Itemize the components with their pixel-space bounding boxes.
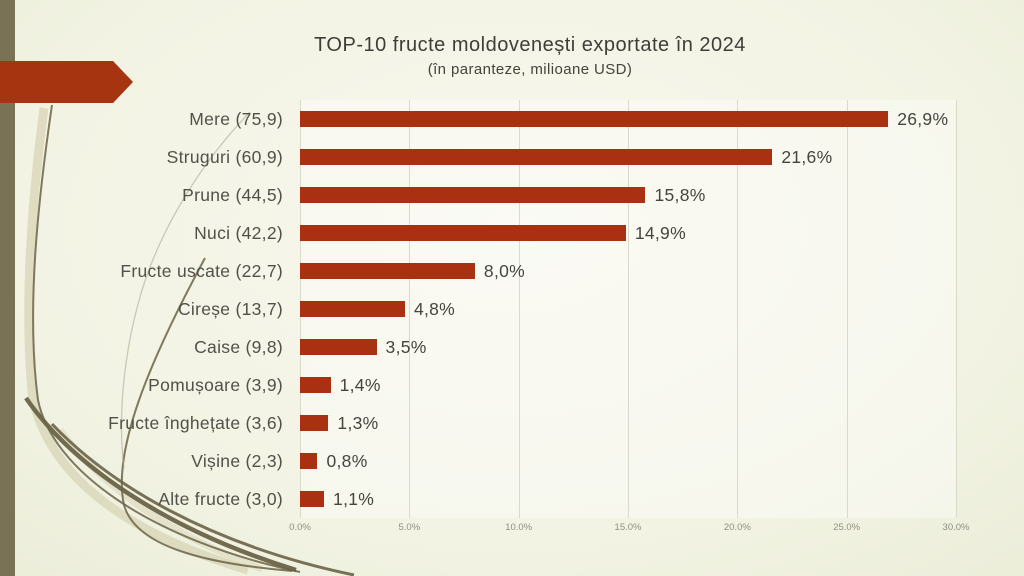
bar-row: Vișine (2,3) 0,8% bbox=[0, 442, 990, 480]
category-label: Alte fructe (3,0) bbox=[158, 488, 283, 509]
gridline bbox=[409, 100, 411, 518]
bar-track: 3,5% bbox=[300, 328, 990, 366]
bar-row: Fructe înghețate (3,6) 1,3% bbox=[0, 404, 990, 442]
category-label: Vișine (2,3) bbox=[191, 450, 283, 471]
bar-track: 14,9% bbox=[300, 214, 990, 252]
gridline bbox=[628, 100, 629, 518]
x-axis-tick-label: 30.0% bbox=[942, 522, 970, 533]
value-label: 1,4% bbox=[339, 374, 381, 395]
category-label: Nuci (42,2) bbox=[194, 222, 283, 243]
value-label: 4,8% bbox=[413, 298, 456, 319]
bar bbox=[300, 339, 377, 355]
bar bbox=[300, 111, 889, 127]
bar-row: Pomușoare (3,9) 1,4% bbox=[0, 366, 990, 404]
gridline bbox=[956, 100, 957, 518]
bar-row: Cireșe (13,7) 4,8% bbox=[0, 290, 990, 328]
bar-row: Mere (75,9) 26,9% bbox=[0, 100, 990, 138]
left-accent-band bbox=[0, 0, 15, 576]
gridline bbox=[518, 100, 520, 518]
bar-track: 21,6% bbox=[300, 138, 990, 176]
bar-row: Fructe uscate (22,7) 8,0% bbox=[0, 252, 990, 290]
category-label: Struguri (60,9) bbox=[166, 146, 283, 167]
x-axis-tick-label: 10.0% bbox=[505, 522, 533, 533]
bar-track: 0,8% bbox=[300, 442, 990, 480]
value-label: 3,5% bbox=[385, 336, 427, 357]
value-label: 0,8% bbox=[326, 450, 368, 471]
bar bbox=[300, 149, 773, 165]
bar-row: Nuci (42,2) 14,9% bbox=[0, 214, 990, 252]
category-label: Caise (9,8) bbox=[194, 336, 283, 357]
bar-track: 26,9% bbox=[300, 100, 990, 138]
bar-track: 1,3% bbox=[300, 404, 990, 442]
value-label: 15,8% bbox=[654, 184, 706, 205]
plot-area bbox=[300, 100, 957, 518]
bar bbox=[300, 225, 626, 241]
category-label: Mere (75,9) bbox=[189, 108, 283, 129]
x-axis-tick-label: 20.0% bbox=[723, 522, 751, 533]
bar-row: Alte fructe (3,0) 1,1% bbox=[0, 480, 990, 518]
x-axis-tick-label: 25.0% bbox=[833, 522, 861, 533]
value-label: 1,1% bbox=[333, 488, 375, 509]
bar bbox=[300, 415, 329, 431]
x-axis-tick-label: 5.0% bbox=[398, 522, 421, 533]
bar bbox=[300, 453, 318, 469]
bar-row: Struguri (60,9) 21,6% bbox=[0, 138, 990, 176]
bar-chart: Mere (75,9) 26,9% Struguri (60,9) 21,6% Prun… bbox=[0, 100, 990, 533]
gridline bbox=[846, 100, 848, 518]
bar-rows: Mere (75,9) 26,9% Struguri (60,9) 21,6% Prun… bbox=[0, 100, 990, 518]
bar bbox=[300, 263, 475, 279]
bar bbox=[300, 187, 646, 203]
value-label: 21,6% bbox=[781, 146, 833, 167]
value-label: 1,3% bbox=[337, 412, 379, 433]
red-arrow-accent bbox=[0, 61, 133, 103]
x-axis-tick-label: 15.0% bbox=[614, 522, 642, 533]
value-label: 8,0% bbox=[483, 260, 526, 281]
gridline bbox=[737, 100, 739, 518]
bar-track: 4,8% bbox=[300, 290, 990, 328]
category-label: Fructe uscate (22,7) bbox=[120, 260, 283, 281]
value-label: 14,9% bbox=[634, 222, 686, 243]
bar-track: 1,1% bbox=[300, 480, 990, 518]
bar bbox=[300, 377, 331, 393]
x-axis-tick-label: 0.0% bbox=[289, 522, 311, 533]
bar-track: 15,8% bbox=[300, 176, 990, 214]
value-label: 26,9% bbox=[897, 108, 949, 129]
x-axis: 0.0% 5.0% 10.0% 15.0% 20.0% 25.0% 30.0% bbox=[289, 522, 969, 538]
bar-track: 8,0% bbox=[300, 252, 990, 290]
bar bbox=[300, 301, 405, 317]
category-label: Cireșe (13,7) bbox=[177, 298, 283, 319]
category-label: Fructe înghețate (3,6) bbox=[108, 412, 283, 433]
bar-track: 1,4% bbox=[300, 366, 990, 404]
chart-title: TOP-10 fructe moldovenești exportate în … bbox=[314, 34, 746, 56]
chart-subtitle: (în paranteze, milioane USD) bbox=[427, 61, 633, 78]
category-label: Prune (44,5) bbox=[182, 184, 283, 205]
bar bbox=[300, 491, 325, 507]
bar-row: Prune (44,5) 15,8% bbox=[0, 176, 990, 214]
bar-row: Caise (9,8) 3,5% bbox=[0, 328, 990, 366]
category-label: Pomușoare (3,9) bbox=[148, 374, 283, 395]
